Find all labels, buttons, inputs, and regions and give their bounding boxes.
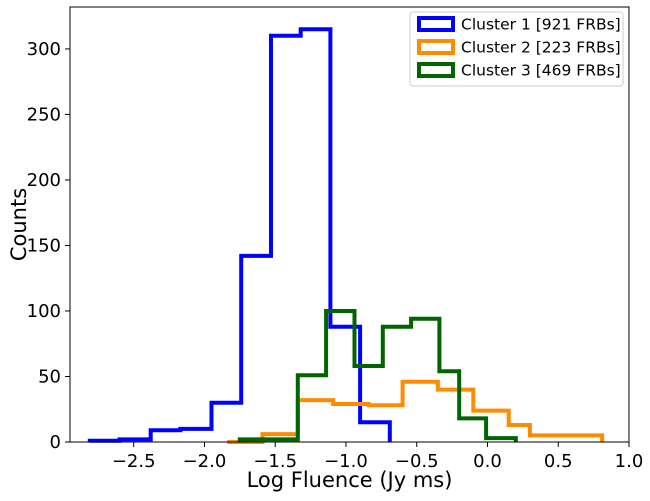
legend-swatch <box>417 16 455 32</box>
y-tick-label: 50 <box>38 366 61 387</box>
y-tick-label: 300 <box>27 39 61 60</box>
legend-label: Cluster 3 [469 FRBs] <box>461 62 621 80</box>
series-3-outline <box>237 309 518 442</box>
legend-label: Cluster 1 [921 FRBs] <box>461 16 621 34</box>
legend-box <box>409 11 624 87</box>
y-tick-label: 0 <box>50 432 61 453</box>
x-tick-label: −1.0 <box>324 451 368 472</box>
legend-entry-3: Cluster 3 [469 FRBs] <box>417 62 621 80</box>
x-tick-label: −0.5 <box>395 451 439 472</box>
legend-swatch <box>417 62 455 78</box>
legend-entry-2: Cluster 2 [223 FRBs] <box>417 39 621 57</box>
legend-entry-1: Cluster 1 [921 FRBs] <box>417 16 621 34</box>
legend: Cluster 1 [921 FRBs] Cluster 2 [223 FRBs… <box>409 11 624 87</box>
x-tick-label: −2.5 <box>112 451 156 472</box>
legend-swatch <box>417 39 455 55</box>
y-tick-label: 100 <box>27 301 61 322</box>
x-tick-label: 0.5 <box>544 451 573 472</box>
y-tick-label: 150 <box>27 235 61 256</box>
legend-label: Cluster 2 [223 FRBs] <box>461 39 621 57</box>
x-tick-label: 1.0 <box>615 451 644 472</box>
y-axis-title: Counts <box>7 188 31 261</box>
y-axis: 0 50 100 150 200 250 300 <box>27 39 70 453</box>
x-axis: −2.5 −2.0 −1.5 −1.0 −0.5 0.0 0.5 1.0 <box>112 442 643 472</box>
series-1-outline <box>87 27 392 443</box>
x-axis-title: Log Fluence (Jy ms) <box>247 468 453 492</box>
x-tick-label: −2.0 <box>183 451 227 472</box>
y-tick-label: 200 <box>27 170 61 191</box>
x-tick-label: 0.0 <box>473 451 502 472</box>
series-layer <box>87 27 605 444</box>
x-tick-label: −1.5 <box>253 451 297 472</box>
plot-frame <box>69 6 630 443</box>
y-tick-label: 250 <box>27 104 61 125</box>
